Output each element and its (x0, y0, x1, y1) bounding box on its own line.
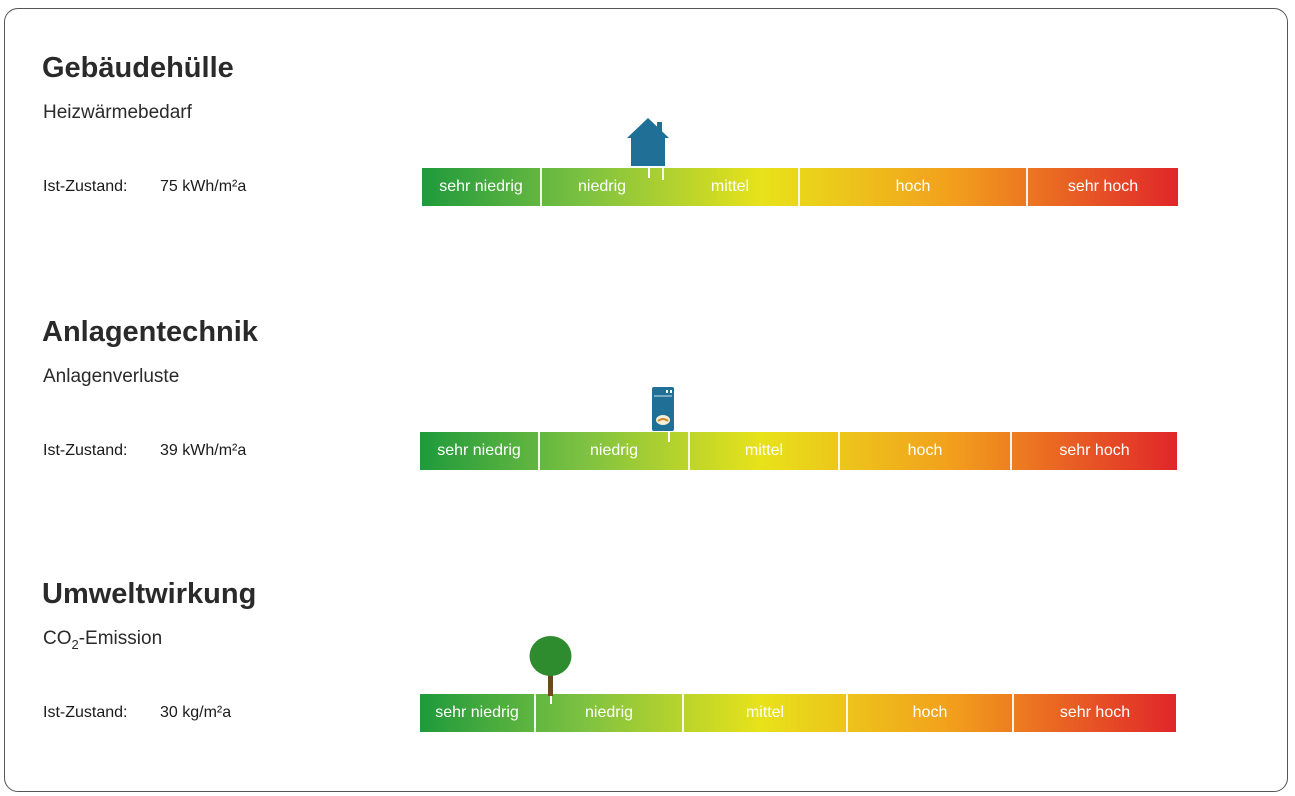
scale-divider (688, 432, 690, 470)
scale-divider (534, 694, 536, 732)
section-anlagentechnik: Anlagentechnik Anlagenverluste Ist-Zusta… (42, 316, 1222, 516)
boiler-icon (652, 387, 674, 431)
scale-divider (540, 168, 542, 206)
scale-divider (682, 694, 684, 732)
scale-divider (662, 168, 664, 180)
scale-segment-sehr-niedrig: sehr niedrig (435, 704, 519, 721)
scale-segment-sehr-hoch: sehr hoch (1059, 704, 1131, 721)
section-gebaeudehuelle: Gebäudehülle Heizwärmebedarf Ist-Zustand… (42, 52, 1222, 252)
scale-segment-niedrig: niedrig (584, 704, 634, 721)
rating-scale-bar: sehr niedrig niedrig mittel hoch sehr ho… (420, 636, 1176, 732)
scale-segment-mittel: mittel (745, 704, 785, 721)
section-title: Gebäudehülle (42, 52, 234, 84)
section-title: Anlagentechnik (42, 316, 258, 348)
tree-icon (529, 636, 572, 696)
scale-divider (838, 432, 840, 470)
ist-zustand-value: 30 kg/m²a (160, 704, 232, 721)
marker-tick (668, 432, 670, 442)
scale-segment-mittel: mittel (710, 178, 750, 195)
section-umweltwirkung: Umweltwirkung CO2-Emission Ist-Zustand: … (42, 578, 1222, 778)
marker-tick (550, 694, 552, 704)
scale-segment-hoch: hoch (895, 178, 931, 195)
ist-zustand-label: Ist-Zustand: (43, 704, 128, 721)
scale-divider (1010, 432, 1012, 470)
section-subtitle: Heizwärmebedarf (43, 102, 192, 123)
ist-zustand-value: 39 kWh/m²a (160, 442, 247, 459)
scale-segment-mittel: mittel (744, 442, 784, 459)
scale-divider (1012, 694, 1014, 732)
section-title: Umweltwirkung (42, 578, 257, 610)
section-subtitle: CO2-Emission (43, 628, 163, 652)
marker-tick (648, 168, 650, 178)
scale-segment-sehr-niedrig: sehr niedrig (439, 178, 523, 195)
panel-frame (4, 8, 1288, 792)
scale-divider (1026, 168, 1028, 206)
house-icon (627, 118, 669, 166)
scale-segment-sehr-niedrig: sehr niedrig (437, 442, 521, 459)
ist-zustand-value: 75 kWh/m²a (160, 178, 247, 195)
scale-divider (846, 694, 848, 732)
scale-segment-hoch: hoch (907, 442, 943, 459)
ist-zustand-label: Ist-Zustand: (43, 178, 128, 195)
rating-scale-bar: sehr niedrig niedrig mittel hoch sehr ho… (422, 118, 1178, 206)
scale-divider (538, 432, 540, 470)
scale-segment-hoch: hoch (912, 704, 948, 721)
scale-divider (798, 168, 800, 206)
rating-scale-bar: sehr niedrig niedrig mittel hoch sehr ho… (420, 387, 1177, 470)
scale-segment-sehr-hoch: sehr hoch (1059, 442, 1130, 459)
scale-segment-sehr-hoch: sehr hoch (1067, 178, 1139, 195)
scale-segment-niedrig: niedrig (577, 178, 627, 195)
scale-segment-niedrig: niedrig (589, 442, 639, 459)
ist-zustand-label: Ist-Zustand: (43, 442, 128, 459)
section-subtitle: Anlagenverluste (43, 366, 180, 387)
